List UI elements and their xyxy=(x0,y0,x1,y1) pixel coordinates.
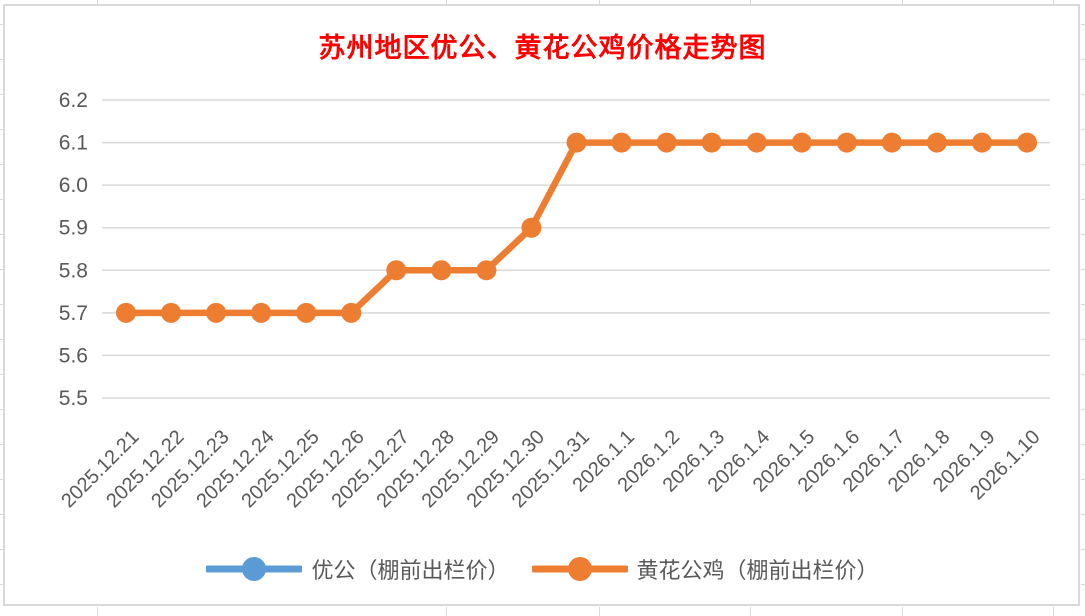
worksheet-gridline-stub xyxy=(446,0,447,4)
worksheet-gridline-stub xyxy=(1053,607,1054,616)
worksheet-gridline-stub xyxy=(0,584,3,585)
legend-item-huanghua-gongji[interactable]: 黄花公鸡（棚前出栏价） xyxy=(531,553,879,585)
y-axis-tick-label: 5.6 xyxy=(59,344,88,367)
data-point-marker xyxy=(431,260,452,281)
data-point-marker xyxy=(926,132,947,153)
worksheet-gridline-stub xyxy=(446,607,447,616)
worksheet-gridline-stub xyxy=(0,234,3,235)
worksheet-gridline-stub xyxy=(0,269,3,270)
data-point-marker xyxy=(296,302,317,323)
worksheet-gridline-stub xyxy=(1081,24,1085,25)
legend-item-yougong[interactable]: 优公（棚前出栏价） xyxy=(206,553,510,585)
data-point-marker xyxy=(386,260,407,281)
worksheet-gridline-stub xyxy=(0,549,3,550)
data-point-marker xyxy=(881,132,902,153)
y-axis-tick-label: 6.1 xyxy=(59,132,88,155)
worksheet-gridline-stub xyxy=(97,607,98,616)
data-point-marker xyxy=(836,132,857,153)
data-point-marker xyxy=(476,260,497,281)
legend: 优公（棚前出栏价） 黄花公鸡（棚前出栏价） xyxy=(0,553,1085,585)
data-point-marker xyxy=(566,132,587,153)
worksheet-gridline-stub xyxy=(1081,129,1085,130)
worksheet-gridline-stub xyxy=(1081,444,1085,445)
worksheet-gridline-stub xyxy=(0,339,3,340)
worksheet-gridline-stub xyxy=(1081,374,1085,375)
worksheet-gridline-stub xyxy=(0,409,3,410)
data-point-marker xyxy=(791,132,812,153)
y-axis-tick-label: 6.0 xyxy=(59,174,88,197)
data-point-marker xyxy=(116,302,136,323)
legend-label-yougong: 优公（棚前出栏价） xyxy=(311,558,510,583)
worksheet-gridline-stub xyxy=(1081,514,1085,515)
worksheet-gridline-stub xyxy=(902,0,903,4)
worksheet-gridline-stub xyxy=(0,129,3,130)
worksheet-gridline-stub xyxy=(0,199,3,200)
data-point-marker xyxy=(161,302,182,323)
worksheet-gridline-stub xyxy=(1081,304,1085,305)
y-axis-tick-label: 5.7 xyxy=(59,302,88,325)
worksheet-gridline-stub xyxy=(0,59,3,60)
worksheet-gridline-stub xyxy=(1081,199,1085,200)
y-axis-tick-label: 6.2 xyxy=(59,89,88,112)
data-point-marker xyxy=(1017,132,1037,153)
worksheet-gridline-stub xyxy=(1081,549,1085,550)
worksheet-gridline-stub xyxy=(1081,479,1085,480)
worksheet-gridline-stub xyxy=(0,164,3,165)
chart-title: 苏州地区优公、黄花公鸡价格走势图 xyxy=(318,33,767,63)
worksheet-gridline-stub xyxy=(0,94,3,95)
worksheet-gridline-stub xyxy=(1081,94,1085,95)
worksheet-gridline-stub xyxy=(97,0,98,4)
data-point-marker xyxy=(656,132,677,153)
worksheet-gridline-stub xyxy=(1081,164,1085,165)
worksheet-gridline-stub xyxy=(750,607,751,616)
worksheet-gridline-stub xyxy=(0,304,3,305)
worksheet-gridline-stub xyxy=(1081,584,1085,585)
worksheet-gridline-stub xyxy=(1081,339,1085,340)
legend-label-huanghua-gongji: 黄花公鸡（棚前出栏价） xyxy=(636,558,879,583)
worksheet-gridline-stub xyxy=(750,0,751,4)
worksheet-gridline-stub xyxy=(0,514,3,515)
worksheet-gridline-stub xyxy=(0,374,3,375)
data-point-marker xyxy=(611,132,632,153)
worksheet-gridline-stub xyxy=(0,444,3,445)
data-point-marker xyxy=(521,217,542,238)
data-point-marker xyxy=(746,132,767,153)
worksheet-gridline-stub xyxy=(1081,269,1085,270)
yougong-line-marker-icon xyxy=(206,557,303,581)
worksheet-gridline-stub xyxy=(599,0,600,4)
worksheet-gridline-stub xyxy=(1053,0,1054,4)
huanghua-gongji-line-marker-icon xyxy=(531,557,628,581)
y-axis-tick-label: 5.9 xyxy=(59,217,88,240)
chart-container[interactable] xyxy=(3,4,1080,606)
worksheet-gridline-stub xyxy=(1081,59,1085,60)
worksheet-gridline-stub xyxy=(902,607,903,616)
data-point-marker xyxy=(971,132,992,153)
worksheet-gridline-stub xyxy=(0,479,3,480)
worksheet-gridline-stub xyxy=(1081,409,1085,410)
data-point-marker xyxy=(251,302,272,323)
worksheet-gridline-stub xyxy=(0,24,3,25)
data-point-marker xyxy=(701,132,722,153)
worksheet-gridline-stub xyxy=(599,607,600,616)
y-axis-tick-label: 5.5 xyxy=(59,387,88,410)
worksheet-gridline-stub xyxy=(1081,234,1085,235)
y-axis-tick-label: 5.8 xyxy=(59,259,88,282)
data-point-marker xyxy=(341,302,362,323)
data-point-marker xyxy=(206,302,227,323)
